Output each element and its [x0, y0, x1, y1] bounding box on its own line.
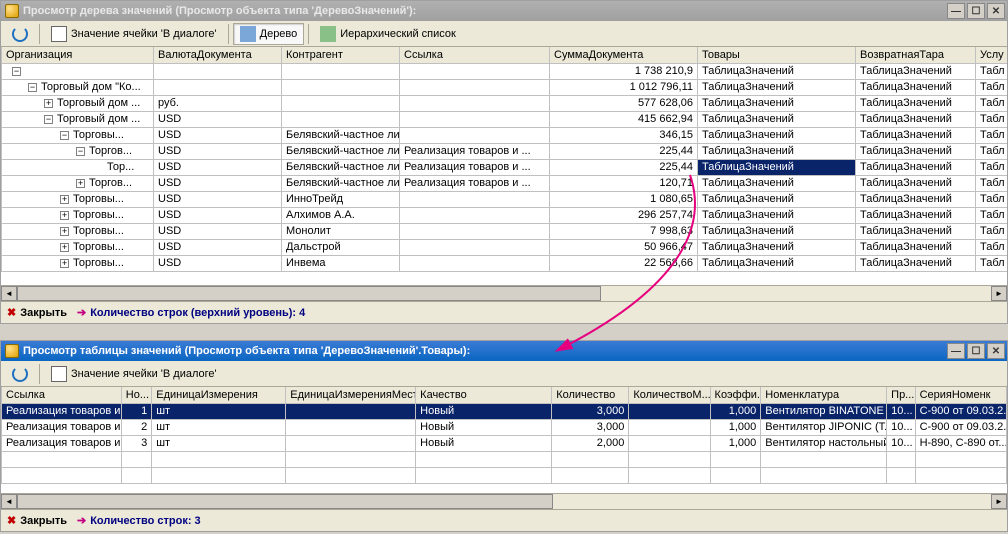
top-grid[interactable]: ОрганизацияВалютаДокументаКонтрагентСсыл… — [1, 47, 1007, 285]
column-header[interactable]: СуммаДокумента — [550, 47, 698, 63]
close-button[interactable]: ✕ — [987, 3, 1005, 19]
minimize-button[interactable]: — — [947, 3, 965, 19]
expand-icon[interactable]: − — [60, 131, 69, 140]
column-header[interactable]: Номенклатура — [761, 387, 887, 403]
expand-icon[interactable]: + — [44, 99, 53, 108]
column-header[interactable]: ЕдиницаИзмерения — [152, 387, 286, 403]
expand-icon[interactable]: − — [12, 67, 21, 76]
close-icon: ✖ — [7, 306, 16, 319]
hierarchy-button[interactable]: Иерархический список — [313, 23, 463, 45]
column-header[interactable]: Услу — [976, 47, 1008, 63]
table-row[interactable]: −Торгов...USDБелявский-частное лицоРеали… — [2, 143, 1008, 159]
column-header[interactable]: Но... — [121, 387, 151, 403]
refresh-icon — [12, 366, 28, 382]
column-header[interactable]: СерияНоменк — [915, 387, 1006, 403]
top-row-count[interactable]: ➔Количество строк (верхний уровень): 4 — [77, 306, 305, 319]
table-icon — [51, 26, 67, 42]
column-header[interactable]: Количество — [552, 387, 629, 403]
table-row[interactable]: +Торговы...USDИнвема22 568,66ТаблицаЗнач… — [2, 255, 1008, 271]
value-cell-label: Значение ячейки 'В диалоге' — [71, 368, 217, 380]
column-header[interactable]: Товары — [698, 47, 856, 63]
table-row[interactable]: +Торговы...USDМонолит7 998,63ТаблицаЗнач… — [2, 223, 1008, 239]
refresh-button[interactable] — [5, 363, 35, 385]
scroll-right-button[interactable]: ► — [991, 286, 1007, 301]
column-header[interactable]: ВозвратнаяТара — [856, 47, 976, 63]
column-header[interactable]: КоличествоМ... — [629, 387, 710, 403]
expand-icon[interactable]: + — [60, 211, 69, 220]
table-row[interactable]: +Торговый дом ...руб.577 628,06ТаблицаЗн… — [2, 95, 1008, 111]
top-title: Просмотр дерева значений (Просмотр объек… — [23, 5, 947, 17]
expand-icon[interactable]: + — [60, 243, 69, 252]
expand-icon[interactable]: − — [28, 83, 37, 92]
bottom-titlebar[interactable]: Просмотр таблицы значений (Просмотр объе… — [1, 341, 1007, 361]
bottom-toolbar: Значение ячейки 'В диалоге' — [1, 361, 1007, 387]
hierarchy-label: Иерархический список — [340, 28, 456, 40]
table-row[interactable]: Реализация товаров и ...3штНовый2,0001,0… — [2, 435, 1007, 451]
table-icon — [51, 366, 67, 382]
bottom-hscroll[interactable]: ◄ ► — [1, 493, 1007, 509]
refresh-icon — [12, 26, 28, 42]
table-row[interactable]: −Торговый дом "Ко...1 012 796,11ТаблицаЗ… — [2, 79, 1008, 95]
tree-button[interactable]: Дерево — [233, 23, 305, 45]
refresh-button[interactable] — [5, 23, 35, 45]
arrow-icon: ➔ — [77, 306, 86, 319]
window-icon — [5, 4, 19, 18]
column-header[interactable]: Качество — [416, 387, 552, 403]
table-row[interactable]: +Торговы...USDДальстрой50 966,47ТаблицаЗ… — [2, 239, 1008, 255]
tree-icon — [240, 26, 256, 42]
bottom-grid[interactable]: СсылкаНо...ЕдиницаИзмеренияЕдиницаИзмере… — [1, 387, 1007, 493]
bottom-row-count[interactable]: ➔Количество строк: 3 — [77, 514, 201, 527]
table-row[interactable]: −Торговы...USDБелявский-частное лицо346,… — [2, 127, 1008, 143]
value-cell-button[interactable]: Значение ячейки 'В диалоге' — [44, 363, 224, 385]
table-row[interactable]: +Торговы...USDИнноТрейд1 080,65ТаблицаЗн… — [2, 191, 1008, 207]
window-icon — [5, 344, 19, 358]
value-cell-label: Значение ячейки 'В диалоге' — [71, 28, 217, 40]
column-header[interactable]: Ссылка — [400, 47, 550, 63]
scroll-left-button[interactable]: ◄ — [1, 494, 17, 509]
expand-icon[interactable]: + — [60, 195, 69, 204]
scroll-right-button[interactable]: ► — [991, 494, 1007, 509]
top-table: ОрганизацияВалютаДокументаКонтрагентСсыл… — [1, 47, 1007, 272]
table-row[interactable]: −1 738 210,9ТаблицаЗначенийТаблицаЗначен… — [2, 63, 1008, 79]
arrow-icon: ➔ — [77, 514, 86, 527]
expand-icon[interactable]: − — [76, 147, 85, 156]
close-button[interactable]: ✕ — [987, 343, 1005, 359]
expand-icon[interactable]: + — [76, 179, 85, 188]
table-row[interactable]: Тор...USDБелявский-частное лицоРеализаци… — [2, 159, 1008, 175]
column-header[interactable]: Ссылка — [2, 387, 122, 403]
bottom-footer: ✖Закрыть ➔Количество строк: 3 — [1, 509, 1007, 531]
close-icon: ✖ — [7, 514, 16, 527]
top-close-button[interactable]: ✖Закрыть — [7, 306, 67, 319]
column-header[interactable]: Контрагент — [282, 47, 400, 63]
bottom-table: СсылкаНо...ЕдиницаИзмеренияЕдиницаИзмере… — [1, 387, 1007, 484]
table-row[interactable]: +Торгов...USDБелявский-частное лицоРеали… — [2, 175, 1008, 191]
expand-icon[interactable]: + — [60, 227, 69, 236]
table-row[interactable]: +Торговы...USDАлхимов А.А.296 257,74Табл… — [2, 207, 1008, 223]
top-titlebar[interactable]: Просмотр дерева значений (Просмотр объек… — [1, 1, 1007, 21]
top-footer: ✖Закрыть ➔Количество строк (верхний уров… — [1, 301, 1007, 323]
minimize-button[interactable]: — — [947, 343, 965, 359]
top-hscroll[interactable]: ◄ ► — [1, 285, 1007, 301]
column-header[interactable]: Организация — [2, 47, 154, 63]
hierarchy-icon — [320, 26, 336, 42]
tree-label: Дерево — [260, 28, 298, 40]
scroll-left-button[interactable]: ◄ — [1, 286, 17, 301]
column-header[interactable]: Пр... — [887, 387, 915, 403]
expand-icon[interactable]: + — [60, 259, 69, 268]
maximize-button[interactable]: ☐ — [967, 3, 985, 19]
value-cell-button[interactable]: Значение ячейки 'В диалоге' — [44, 23, 224, 45]
column-header[interactable]: Коэффи... — [710, 387, 761, 403]
maximize-button[interactable]: ☐ — [967, 343, 985, 359]
bottom-title: Просмотр таблицы значений (Просмотр объе… — [23, 345, 947, 357]
top-toolbar: Значение ячейки 'В диалоге' Дерево Иерар… — [1, 21, 1007, 47]
table-row[interactable]: Реализация товаров и ...2штНовый3,0001,0… — [2, 419, 1007, 435]
bottom-close-button[interactable]: ✖Закрыть — [7, 514, 67, 527]
table-row[interactable]: −Торговый дом ...USD415 662,94ТаблицаЗна… — [2, 111, 1008, 127]
column-header[interactable]: ВалютаДокумента — [154, 47, 282, 63]
expand-icon[interactable]: − — [44, 115, 53, 124]
table-row[interactable]: Реализация товаров и ...1штНовый3,0001,0… — [2, 403, 1007, 419]
column-header[interactable]: ЕдиницаИзмеренияМест — [286, 387, 416, 403]
